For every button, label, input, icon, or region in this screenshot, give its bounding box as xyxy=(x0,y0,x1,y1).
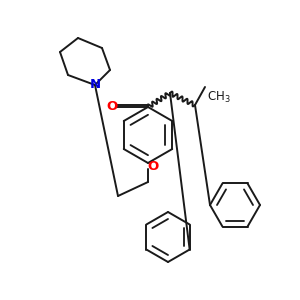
Text: N: N xyxy=(89,77,100,91)
Text: O: O xyxy=(147,160,159,172)
Text: O: O xyxy=(106,100,118,112)
Text: CH$_3$: CH$_3$ xyxy=(207,90,231,105)
